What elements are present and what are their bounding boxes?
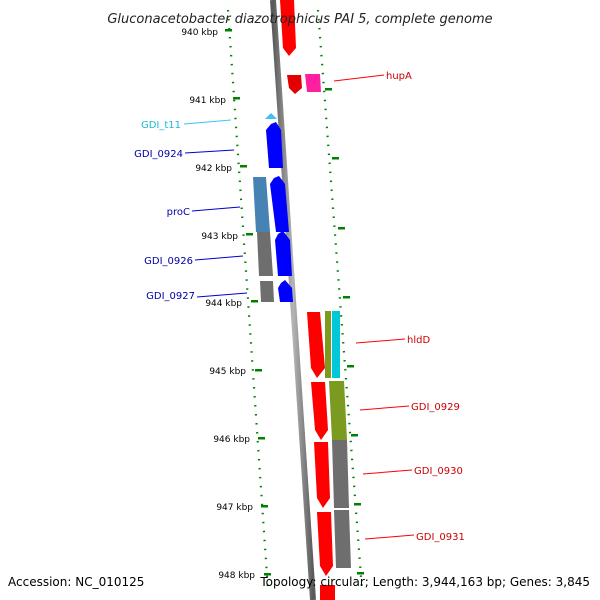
gene-GDI-0926-blue[interactable] [275,231,292,276]
gene-GDI-0931-grey[interactable] [334,510,351,568]
inner-dotted-arc [226,9,270,591]
kbp-label: 941 kbp [189,96,226,106]
forward-strand-genes [280,0,351,600]
kbp-label: 945 kbp [209,367,246,377]
gene-proC-steel[interactable] [253,177,270,232]
gene-label-GDI-0924[interactable]: GDI_0924 [134,149,183,160]
gene-GDI-t11[interactable] [265,113,277,119]
gene-GDI-0930-red[interactable] [314,442,330,508]
kbp-label: 946 kbp [213,435,250,445]
gene-GDI-0927-blue[interactable] [278,280,293,302]
kbp-label: 943 kbp [201,232,238,242]
gene-label-GDI-0931[interactable]: GDI_0931 [416,532,465,543]
gene-GDI-0924[interactable] [266,122,283,168]
kbp-labels: 940 kbp 941 kbp 942 kbp 943 kbp 944 kbp … [181,28,255,581]
gene-GDI-0929-red[interactable] [311,382,328,440]
kbp-label: 942 kbp [195,164,232,174]
gene-GDI-0931-red[interactable] [317,512,333,576]
gene-GDI-0929-olive[interactable] [329,381,347,440]
gene-label-GDI-0930[interactable]: GDI_0930 [414,466,463,477]
outer-dotted-arc [316,9,364,591]
gene-bottom-red[interactable] [320,585,335,600]
gene-proC-blue[interactable] [270,176,289,232]
reverse-strand-genes [253,113,293,302]
gene-label-GDI-0926[interactable]: GDI_0926 [144,256,193,267]
genome-title: Gluconacetobacter diazotrophicus PAI 5, … [107,12,492,27]
gene-hldD-cyan[interactable] [332,311,340,378]
gene-GDI-0927-grey[interactable] [260,281,274,302]
genome-backbone [270,0,316,600]
gene-label-GDI-t11[interactable]: GDI_t11 [141,120,181,131]
gene-label-hupA[interactable]: hupA [386,71,412,82]
gene-label-proC[interactable]: proC [167,207,190,218]
gene-label-GDI-0929[interactable]: GDI_0929 [411,402,460,413]
gene-labels: hupA GDI_t11 GDI_0924 proC GDI_0926 GDI_… [134,71,465,543]
topology-text: Topology: circular; Length: 3,944,163 bp… [259,575,590,589]
kbp-label: 948 kbp [218,571,255,581]
gene-GDI-0930-grey[interactable] [332,440,349,508]
gene-label-hldD[interactable]: hldD [407,335,430,346]
gene-hldD-red[interactable] [307,312,325,378]
gene-top-red[interactable] [280,0,296,56]
gene-label-GDI-0927[interactable]: GDI_0927 [146,291,195,302]
accession-text: Accession: NC_010125 [8,575,144,589]
gene-small-red[interactable] [287,75,302,94]
gene-GDI-0926-grey[interactable] [257,232,273,276]
gene-hupA[interactable] [305,74,321,92]
tick-marks [225,29,364,576]
gene-hldD-olive[interactable] [325,311,331,378]
leader-lines [183,74,415,540]
kbp-label: 944 kbp [205,299,242,309]
kbp-label: 947 kbp [216,503,253,513]
kbp-label: 940 kbp [181,28,218,38]
